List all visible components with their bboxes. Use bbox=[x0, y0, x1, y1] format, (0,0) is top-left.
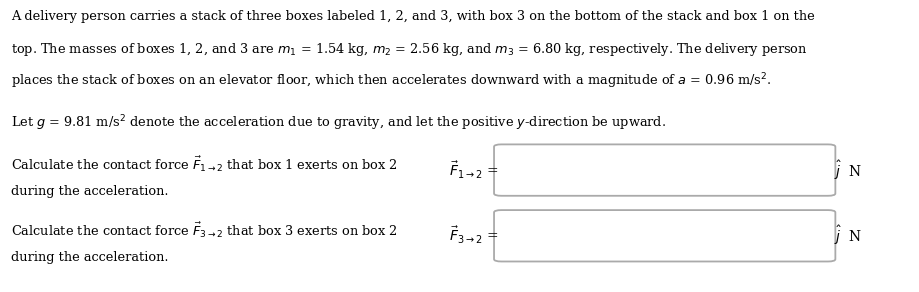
FancyBboxPatch shape bbox=[494, 210, 834, 262]
Text: A delivery person carries a stack of three boxes labeled 1, 2, and 3, with box 3: A delivery person carries a stack of thr… bbox=[11, 10, 814, 23]
Text: places the stack of boxes on an elevator floor, which then accelerates downward : places the stack of boxes on an elevator… bbox=[11, 72, 771, 91]
Text: top. The masses of boxes 1, 2, and 3 are $m_1$ = 1.54 kg, $m_2$ = 2.56 kg, and $: top. The masses of boxes 1, 2, and 3 are… bbox=[11, 41, 807, 58]
Text: Calculate the contact force $\vec{F}_{3\rightarrow2}$ that box 3 exerts on box 2: Calculate the contact force $\vec{F}_{3\… bbox=[11, 220, 397, 240]
Text: $\vec{F}_{3\rightarrow2}$ =: $\vec{F}_{3\rightarrow2}$ = bbox=[448, 225, 498, 246]
Text: $\vec{F}_{1\rightarrow2}$ =: $\vec{F}_{1\rightarrow2}$ = bbox=[448, 159, 498, 181]
Text: $\hat{j}$  N: $\hat{j}$ N bbox=[834, 159, 861, 182]
Text: Let $g$ = 9.81 m/s$^2$ denote the acceleration due to gravity, and let the posit: Let $g$ = 9.81 m/s$^2$ denote the accele… bbox=[11, 114, 665, 133]
Text: during the acceleration.: during the acceleration. bbox=[11, 185, 168, 199]
Text: $\hat{j}$  N: $\hat{j}$ N bbox=[834, 224, 861, 247]
Text: during the acceleration.: during the acceleration. bbox=[11, 251, 168, 264]
Text: Calculate the contact force $\vec{F}_{1\rightarrow2}$ that box 1 exerts on box 2: Calculate the contact force $\vec{F}_{1\… bbox=[11, 155, 397, 174]
FancyBboxPatch shape bbox=[494, 145, 834, 196]
